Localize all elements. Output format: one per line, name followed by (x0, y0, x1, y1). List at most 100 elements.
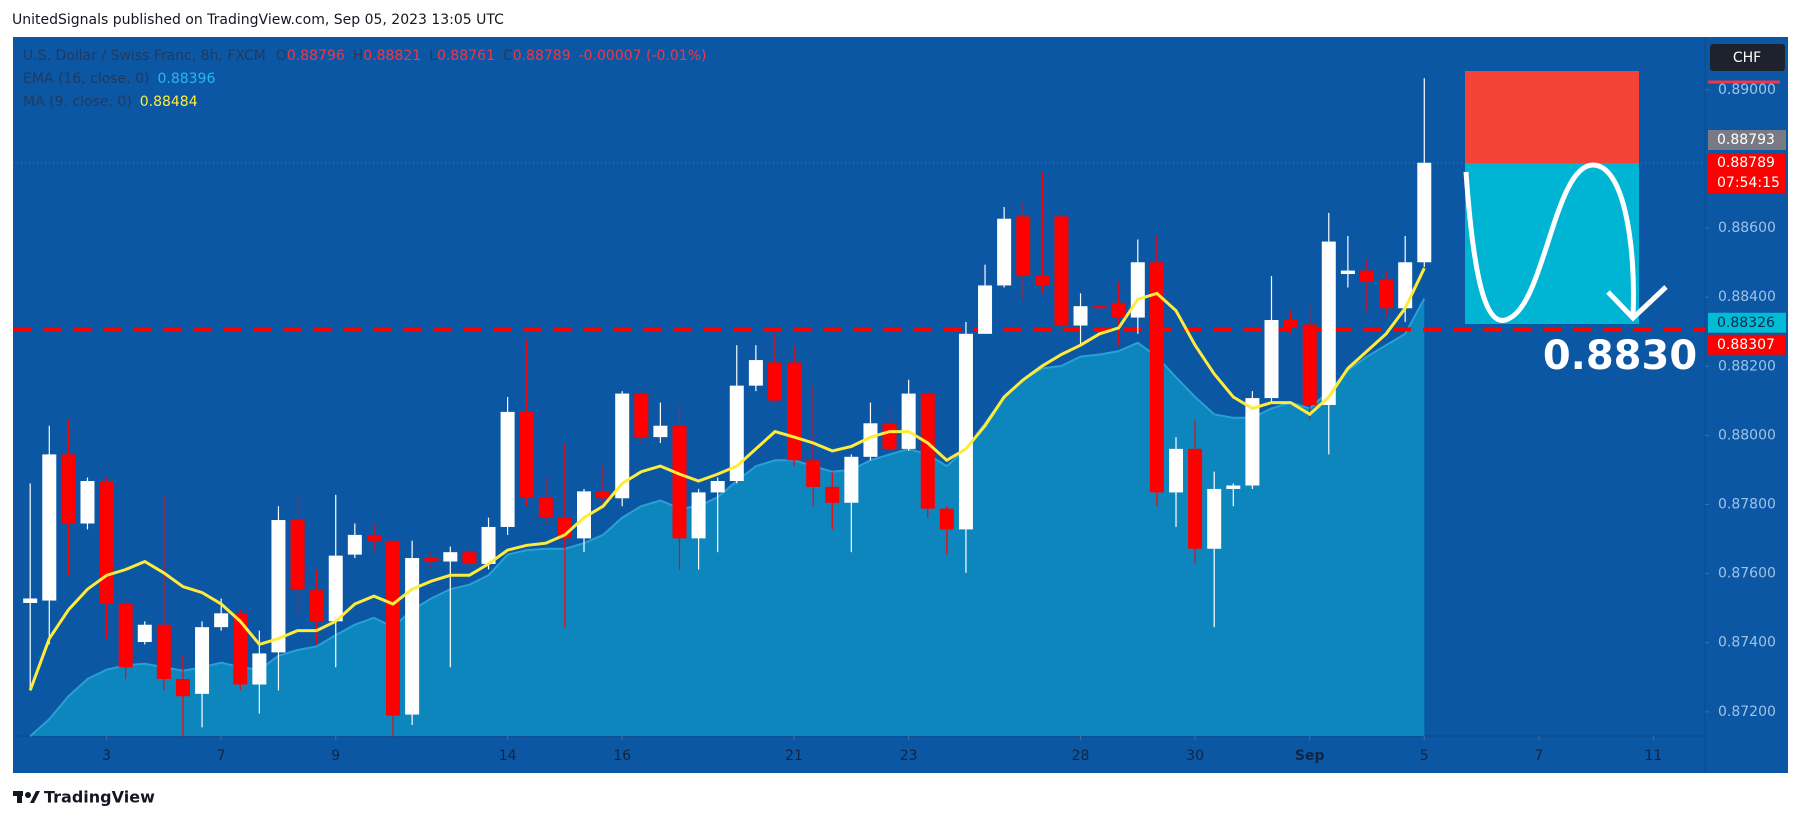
last-price-box (1708, 153, 1786, 193)
candle-body (1111, 302, 1126, 318)
ohlc-value: 0.88789 (513, 48, 571, 64)
candle-body (1302, 324, 1317, 405)
candle-body (920, 393, 935, 509)
y-tick-label: 0.88400 (1718, 289, 1776, 305)
indicator-name: EMA (16, close, 0) (23, 71, 149, 87)
candle-body (309, 590, 324, 622)
level-tag-box (1708, 312, 1786, 333)
candle-body (118, 604, 133, 668)
candle-body (1169, 448, 1184, 493)
candle-body (233, 613, 248, 685)
projection-curve (1463, 162, 1636, 323)
x-tick-label: 11 (1645, 748, 1663, 764)
x-tick-label: Sep (1295, 748, 1325, 764)
candle-body (443, 552, 458, 562)
candle-body (863, 423, 878, 457)
brand-logo (13, 791, 40, 803)
candle-body (1245, 398, 1260, 486)
y-tick-label: 0.87600 (1718, 566, 1776, 582)
currency-box (1710, 44, 1785, 71)
candle-body (386, 540, 401, 716)
candle-body (1149, 262, 1164, 493)
candle-body (328, 555, 343, 622)
candle-body (42, 454, 57, 601)
candle-body (80, 481, 95, 524)
candle-body (500, 411, 515, 527)
candle-body (882, 423, 897, 449)
candle-body (1035, 276, 1050, 286)
projection-arrowhead (1606, 285, 1668, 322)
x-tick-label: 5 (1420, 748, 1429, 764)
indicator-legend: EMA (16, close, 0) 0.88396 MA (9, close, 0… (23, 71, 215, 110)
x-tick-label: 23 (900, 748, 918, 764)
candle-body (767, 362, 782, 401)
candle-body (424, 558, 439, 562)
candle-body (175, 678, 190, 697)
brand: TradingView (44, 788, 155, 807)
candle-body (366, 534, 381, 541)
candle-body (405, 558, 420, 715)
publish-note: UnitedSignals published on TradingView.c… (12, 12, 504, 28)
candle-body (958, 333, 973, 530)
candle-body (519, 411, 534, 498)
candle-body (99, 481, 114, 605)
x-tick-label: 30 (1186, 748, 1204, 764)
candle-body (901, 393, 916, 449)
bid-tag: 0.88793 (1717, 132, 1775, 148)
y-tick-label: 0.88600 (1718, 220, 1776, 236)
candle-body (271, 520, 286, 653)
hline-tag-box (1708, 334, 1786, 355)
candle-body (538, 497, 553, 518)
level-tag: 0.88326 (1717, 315, 1775, 331)
ohlc-value: 0.88821 (363, 48, 421, 64)
y-tick-label: 0.88000 (1718, 427, 1776, 443)
x-tick-label: 14 (499, 748, 517, 764)
candle-body (596, 491, 611, 499)
candle-body (137, 624, 152, 643)
candle-body (939, 508, 954, 530)
x-tick-label: 16 (613, 748, 631, 764)
candle-body (634, 393, 649, 438)
candle-body (1207, 488, 1222, 549)
candle-body (156, 624, 171, 679)
indicator-name: MA (9, close, 0) (23, 94, 132, 110)
ohlc-value: 0.88796 (287, 48, 345, 64)
y-tick-label: 0.88200 (1718, 358, 1776, 374)
candle-body (787, 362, 802, 461)
candle-body (806, 460, 821, 487)
candle-body (691, 492, 706, 539)
ma-line (28, 267, 1426, 691)
ohlc-label: H (353, 48, 364, 64)
last-price: 0.88789 (1717, 155, 1775, 171)
change: -0.00007 (-0.01%) (579, 48, 707, 64)
candle-body (729, 385, 744, 482)
countdown: 07:54:15 (1717, 175, 1780, 191)
candle-body (1417, 162, 1432, 263)
indicator-legend-row: EMA (16, close, 0) 0.88396 (23, 71, 215, 87)
candle-body (1188, 448, 1203, 549)
ohlc-label: C (503, 48, 513, 64)
candle-body (1283, 319, 1298, 328)
x-tick-label: 21 (785, 748, 803, 764)
candle-body (1359, 270, 1374, 282)
candle-body (347, 534, 362, 555)
x-tick-label: 9 (331, 748, 340, 764)
hline-tag: 0.88307 (1717, 337, 1775, 353)
candle-body (1092, 306, 1107, 309)
currency: CHF (1733, 50, 1761, 66)
candle-body (978, 285, 993, 334)
ohlc-label: O (276, 48, 287, 64)
candle-body (23, 598, 38, 603)
y-tick-label: 0.87200 (1718, 704, 1776, 720)
ohlc: O0.88796 H0.88821 L0.88761 C0.88789 (276, 48, 571, 64)
candle-body (653, 425, 668, 438)
candle-body (481, 526, 496, 564)
x-tick-label: 7 (1534, 748, 1543, 764)
ema-area (30, 298, 1425, 737)
y-tick-label: 0.87400 (1718, 635, 1776, 651)
candle-body (825, 486, 840, 503)
candle-body (1073, 306, 1088, 326)
x-tick-label: 28 (1072, 748, 1090, 764)
